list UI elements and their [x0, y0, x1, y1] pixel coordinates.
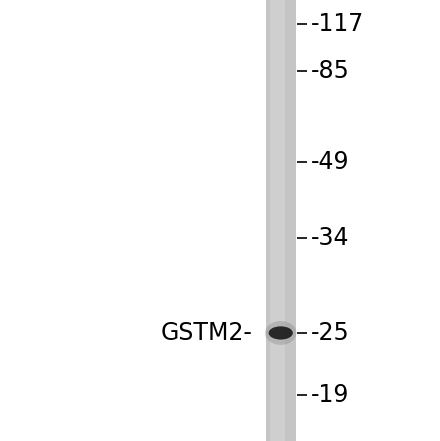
- Bar: [270, 0, 285, 441]
- Text: -49: -49: [311, 150, 349, 174]
- Text: -25: -25: [311, 321, 349, 345]
- Text: -117: -117: [311, 12, 364, 36]
- Text: -85: -85: [311, 59, 349, 82]
- Text: -34: -34: [311, 226, 349, 250]
- Text: GSTM2-: GSTM2-: [161, 321, 253, 345]
- Ellipse shape: [268, 326, 293, 340]
- Bar: [266, 0, 296, 441]
- Ellipse shape: [265, 321, 297, 345]
- Text: -19: -19: [311, 383, 349, 407]
